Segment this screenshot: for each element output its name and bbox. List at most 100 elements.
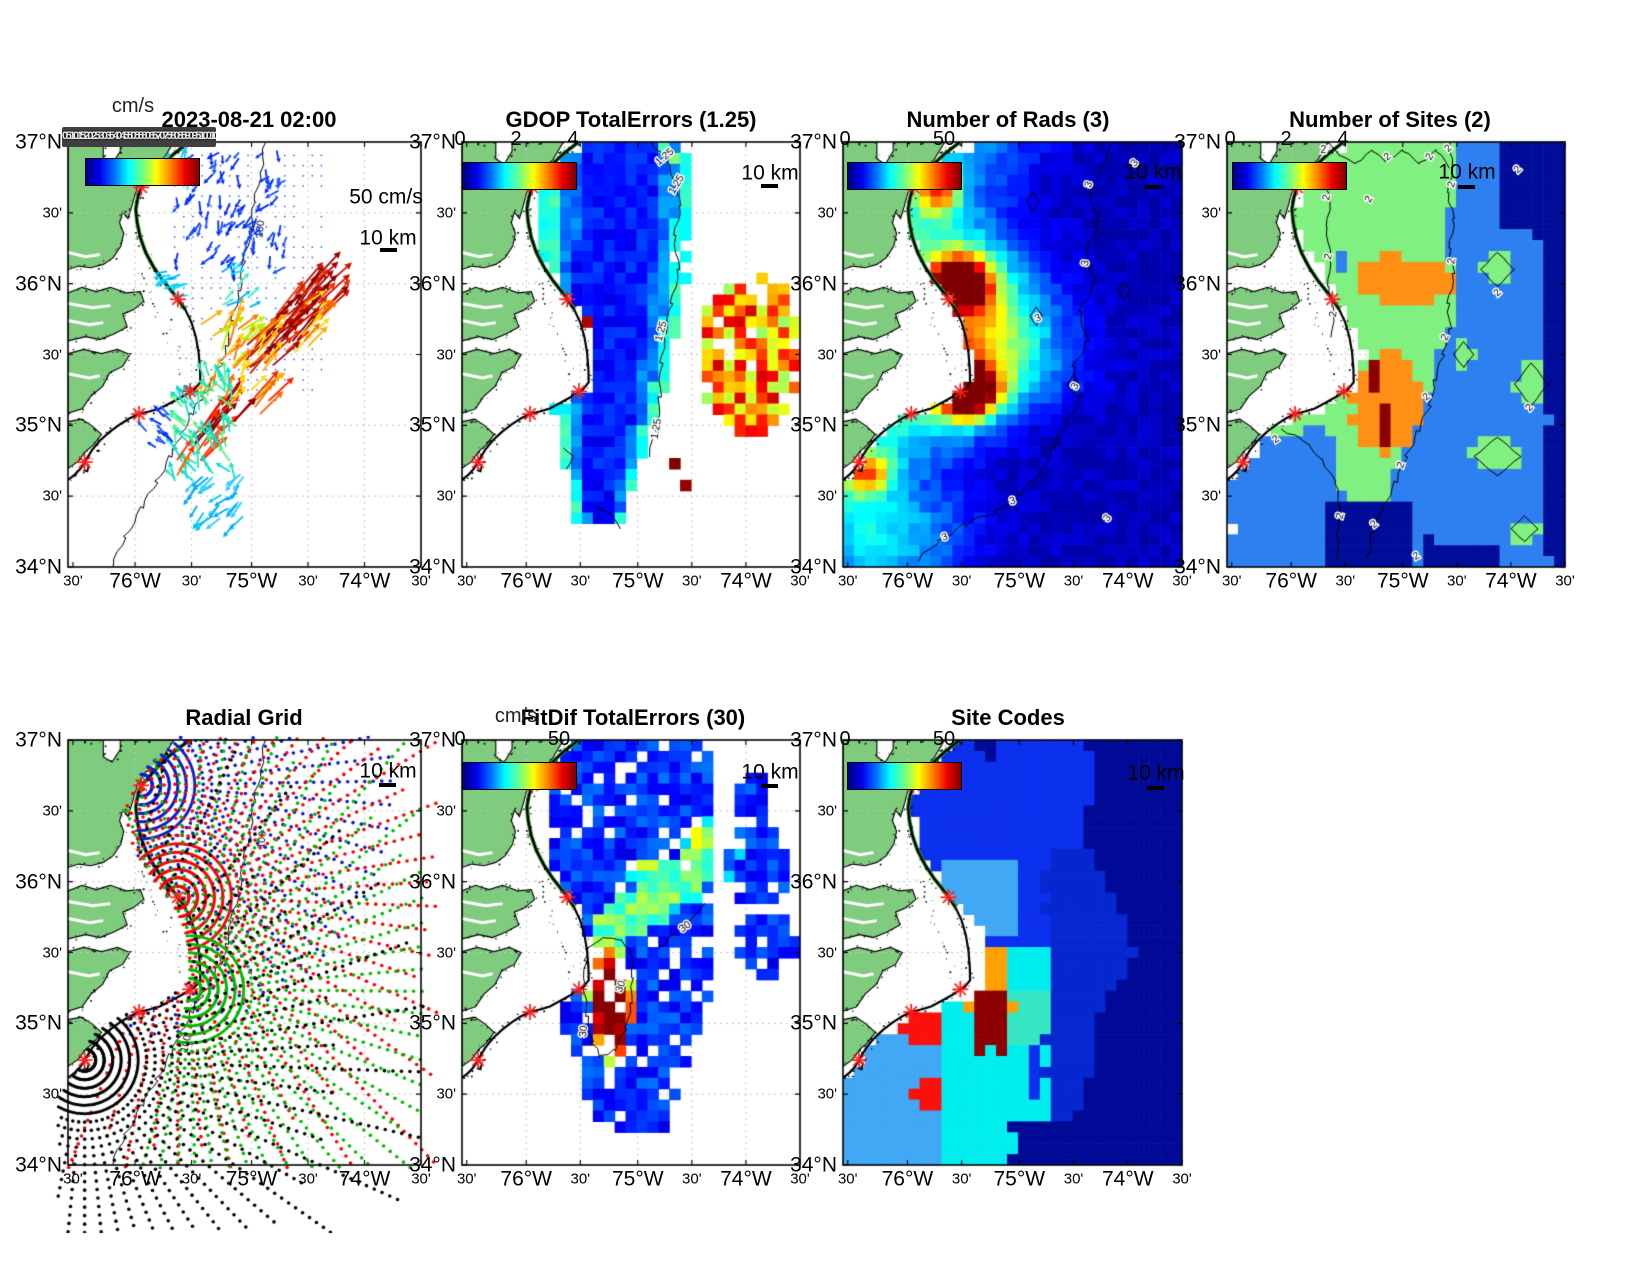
x-tick-label: 76°W xyxy=(109,569,161,593)
y-tick-label: 36°N xyxy=(409,870,456,894)
x-tick-label: 30' xyxy=(1172,1170,1192,1188)
x-tick-label: 76°W xyxy=(500,569,553,593)
y-tick-label: 30' xyxy=(436,944,456,961)
y-tick-label: 30' xyxy=(817,802,837,820)
x-tick-label: 75°W xyxy=(993,1167,1046,1191)
y-tick-label: 34°N xyxy=(790,555,837,579)
y-tick-label: 30' xyxy=(1201,346,1221,363)
y-tick-label: 30' xyxy=(436,487,456,505)
km-scale-label-numrads: 10 km xyxy=(1124,160,1182,184)
y-tick-label: 36°N xyxy=(790,272,837,296)
km-scale-bar-radialgrid xyxy=(379,783,396,787)
x-tick-label: 30' xyxy=(682,1170,702,1188)
km-scale-bar-numsites xyxy=(1458,185,1475,189)
y-tick-label: 30' xyxy=(42,487,62,505)
colorbar-numsites xyxy=(1232,162,1347,190)
y-tick-label: 30' xyxy=(436,346,456,363)
colorbar-gdop xyxy=(462,162,577,190)
km-scale-bar-gdop xyxy=(761,184,778,188)
x-tick-label: 75°W xyxy=(611,1167,664,1191)
colorbar-tick-fitdif: 0 xyxy=(454,728,466,750)
panel-title-currents: 2023-08-21 02:00 xyxy=(161,107,337,132)
x-tick-label: 30' xyxy=(682,572,702,590)
y-tick-label: 30' xyxy=(436,204,456,222)
y-tick-label: 36°N xyxy=(790,870,837,894)
y-tick-label: 35°N xyxy=(409,413,456,437)
y-tick-label: 34°N xyxy=(409,555,456,579)
km-scale-label-sitecodes: 10 km xyxy=(1127,761,1185,785)
y-tick-label: 30' xyxy=(817,944,837,961)
colorbar-tick-gdop: 2 xyxy=(510,128,522,150)
panel-title-numrads: Number of Rads (3) xyxy=(906,107,1110,132)
x-tick-label: 30' xyxy=(1063,572,1084,590)
colorbar-tick-sitecodes: 0 xyxy=(839,728,851,750)
y-tick-label: 35°N xyxy=(790,413,837,437)
panel-title-sitecodes: Site Codes xyxy=(951,705,1065,730)
y-tick-label: 34°N xyxy=(790,1153,837,1177)
km-scale-bar-numrads xyxy=(1144,185,1161,189)
y-tick-label: 35°N xyxy=(1174,413,1221,437)
colorbar-tick-numrads: 0 xyxy=(839,128,851,150)
panel-title-numsites: Number of Sites (2) xyxy=(1289,107,1491,132)
colorbar-tick-gdop: 0 xyxy=(454,128,466,150)
y-tick-label: 34°N xyxy=(409,1153,456,1177)
y-tick-label: 30' xyxy=(817,204,837,222)
x-tick-label: 74°W xyxy=(338,569,391,593)
x-tick-label: 30' xyxy=(1221,572,1242,590)
km-scale-bar-sitecodes xyxy=(1147,786,1164,790)
x-tick-label: 30' xyxy=(790,572,810,590)
colorbar-tick-gdop: 4 xyxy=(567,128,579,150)
y-tick-label: 30' xyxy=(42,944,62,961)
x-tick-label: 75°W xyxy=(993,569,1046,593)
x-tick-label: 30' xyxy=(298,1170,318,1188)
y-tick-label: 30' xyxy=(1201,204,1221,222)
y-tick-label: 37°N xyxy=(790,130,837,154)
y-tick-label: 37°N xyxy=(790,728,837,752)
km-scale-label-gdop: 10 km xyxy=(741,161,799,185)
x-tick-label: 30' xyxy=(1447,572,1467,590)
x-tick-label: 30' xyxy=(456,572,477,590)
colorbar-currents xyxy=(85,158,200,186)
y-tick-label: 30' xyxy=(817,346,837,363)
speed-scale-label: 50 cm/s xyxy=(349,185,423,209)
x-tick-label: 30' xyxy=(181,1170,202,1188)
y-tick-label: 35°N xyxy=(409,1011,456,1035)
y-tick-label: 30' xyxy=(436,802,456,820)
x-tick-label: 30' xyxy=(63,1170,83,1188)
x-tick-label: 76°W xyxy=(500,1167,553,1191)
x-tick-label: 30' xyxy=(570,572,591,590)
units-label-currents: cm/s xyxy=(111,95,155,117)
colorbar-tick-numrads: 50 xyxy=(932,128,956,150)
panel-title-gdop: GDOP TotalErrors (1.25) xyxy=(505,107,757,132)
x-tick-label: 76°W xyxy=(881,1167,934,1191)
y-tick-label: 36°N xyxy=(15,272,62,296)
km-scale-label-currents: 10 km xyxy=(359,226,417,250)
y-tick-label: 30' xyxy=(42,346,62,363)
km-scale-label-fitdif: 10 km xyxy=(741,760,799,784)
x-tick-label: 30' xyxy=(63,572,83,590)
x-tick-label: 30' xyxy=(790,1170,810,1188)
x-tick-label: 30' xyxy=(411,1170,431,1188)
y-tick-label: 34°N xyxy=(15,555,62,579)
x-tick-label: 75°W xyxy=(611,569,664,593)
colorbar-tick-sitecodes: 50 xyxy=(932,728,956,750)
x-tick-label: 30' xyxy=(951,1170,972,1188)
colorbar-numrads xyxy=(847,162,962,190)
y-tick-label: 36°N xyxy=(1174,272,1221,296)
km-scale-bar-fitdif xyxy=(761,784,778,788)
y-tick-label: 37°N xyxy=(409,130,456,154)
x-tick-label: 30' xyxy=(181,572,202,590)
y-tick-label: 30' xyxy=(42,1085,62,1103)
x-tick-label: 76°W xyxy=(109,1167,161,1191)
y-tick-label: 30' xyxy=(817,487,837,505)
y-tick-label: 37°N xyxy=(409,728,456,752)
y-tick-label: 35°N xyxy=(790,1011,837,1035)
y-tick-label: 30' xyxy=(817,1085,837,1103)
x-tick-label: 74°W xyxy=(1101,1167,1154,1191)
y-tick-label: 37°N xyxy=(15,728,62,752)
y-tick-label: 30' xyxy=(42,204,62,222)
y-tick-label: 36°N xyxy=(15,870,62,894)
panel-title-fitdif: FitDif TotalErrors (30) xyxy=(520,705,746,730)
